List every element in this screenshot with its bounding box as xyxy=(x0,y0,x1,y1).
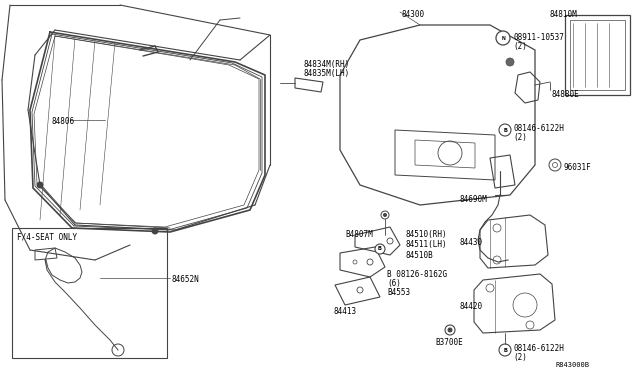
Circle shape xyxy=(448,328,452,332)
Text: 84652N: 84652N xyxy=(172,275,200,284)
Text: 84510B: 84510B xyxy=(405,251,433,260)
Text: 84835M(LH): 84835M(LH) xyxy=(303,69,349,78)
Text: (2): (2) xyxy=(513,133,527,142)
Text: B: B xyxy=(503,128,507,132)
Text: 84810M: 84810M xyxy=(550,10,578,19)
Text: B 08126-8162G: B 08126-8162G xyxy=(387,270,447,279)
Text: 84510(RH): 84510(RH) xyxy=(405,230,447,239)
Text: 84300: 84300 xyxy=(402,10,425,19)
Text: B: B xyxy=(503,347,507,353)
Text: 84806: 84806 xyxy=(52,117,75,126)
Text: 84430: 84430 xyxy=(460,238,483,247)
Text: 84690M: 84690M xyxy=(460,195,488,204)
Circle shape xyxy=(383,214,387,217)
Text: (2): (2) xyxy=(513,42,527,51)
Circle shape xyxy=(499,124,511,136)
Circle shape xyxy=(506,58,514,66)
Text: 84834M(RH): 84834M(RH) xyxy=(303,60,349,69)
Text: B3700E: B3700E xyxy=(435,338,463,347)
Text: R843000B: R843000B xyxy=(556,362,590,368)
Text: B: B xyxy=(378,247,382,251)
Text: 08146-6122H: 08146-6122H xyxy=(513,124,564,133)
Text: B4807M: B4807M xyxy=(345,230,372,239)
Text: (2): (2) xyxy=(513,353,527,362)
Text: 08911-10537: 08911-10537 xyxy=(513,33,564,42)
Text: 84413: 84413 xyxy=(333,307,356,316)
Text: B4553: B4553 xyxy=(387,288,410,297)
Text: 96031F: 96031F xyxy=(564,163,592,172)
Circle shape xyxy=(375,244,385,254)
Text: F/4-SEAT ONLY: F/4-SEAT ONLY xyxy=(17,233,77,242)
Circle shape xyxy=(152,228,158,234)
Text: (6): (6) xyxy=(387,279,401,288)
Text: N: N xyxy=(501,35,505,41)
Circle shape xyxy=(37,182,43,188)
Text: 84880E: 84880E xyxy=(552,90,580,99)
Text: 84420: 84420 xyxy=(460,302,483,311)
Text: 84511(LH): 84511(LH) xyxy=(405,240,447,249)
Circle shape xyxy=(499,344,511,356)
Circle shape xyxy=(496,31,510,45)
Text: 08146-6122H: 08146-6122H xyxy=(513,344,564,353)
Bar xyxy=(12,228,167,358)
